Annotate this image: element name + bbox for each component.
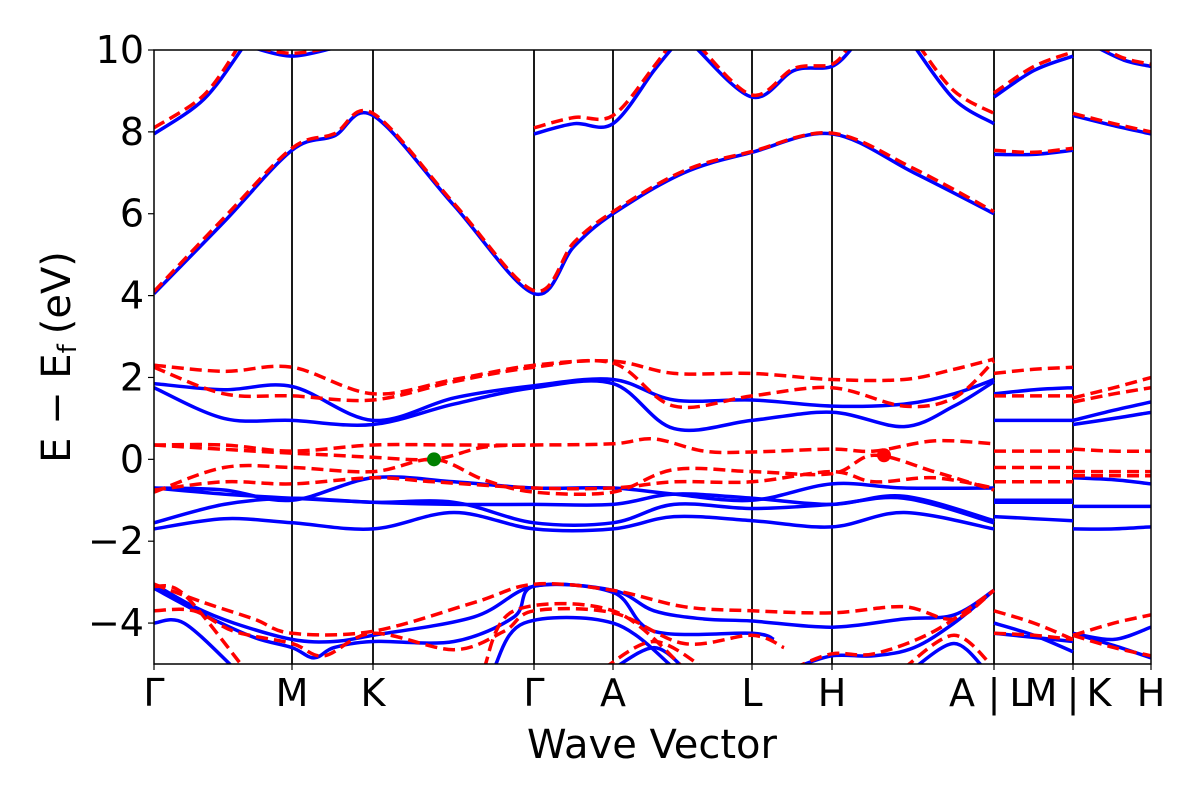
band-solid-d3 <box>154 618 233 664</box>
red-marker <box>877 448 891 463</box>
bands <box>154 50 1151 664</box>
band-dashed-band-8 <box>993 146 1074 155</box>
band-solid-d7 <box>916 641 983 664</box>
band-dashed-v8 <box>1072 447 1151 454</box>
y-tick-label: −2 <box>88 519 144 563</box>
x-tick-label: H <box>1137 671 1166 715</box>
band-dashed-d7 <box>906 633 993 664</box>
x-tick-label: M <box>1025 671 1058 715</box>
band-dashed-d1 <box>154 581 996 637</box>
x-tick-label: A <box>600 671 626 715</box>
x-axis-label: Wave Vector <box>527 722 778 768</box>
band-dashed-d3 <box>154 583 243 664</box>
band-solid-band-5 <box>695 50 853 100</box>
band-dashed-band-9 <box>1072 111 1151 134</box>
x-tick-label: Γ <box>143 671 164 715</box>
band-solid-band-4 <box>533 50 673 136</box>
y-axis: 10 8 6 4 2 0 −2 −4 <box>88 28 154 645</box>
band-dashed-d6 <box>607 639 701 664</box>
band-dashed-c2 <box>154 358 996 410</box>
band-solid-band-7 <box>993 54 1074 99</box>
band-dashed-v1 <box>154 436 995 455</box>
y-axis-label-unit: (eV) <box>34 251 80 334</box>
band-dashed-band-7 <box>993 50 1074 95</box>
band-dashed-band-2 <box>154 50 239 130</box>
x-tick-label: A <box>949 671 975 715</box>
band-dashed-c5 <box>1072 375 1151 400</box>
y-tick-label: −4 <box>88 601 144 645</box>
band-dashed-v3 <box>154 469 995 492</box>
band-solid-c5 <box>1072 400 1151 423</box>
band-dashed-d10 <box>1072 613 1151 637</box>
band-dashed-c3 <box>993 365 1074 376</box>
band-solid-band-9 <box>1072 113 1151 136</box>
band-solid-c1 <box>154 377 995 423</box>
band-solid-v3 <box>154 495 995 527</box>
y-tick-label: 2 <box>120 355 144 399</box>
band-solid-band-2 <box>154 50 244 136</box>
band-dashed-v2 <box>154 453 995 497</box>
band-dashed-band-4 <box>533 50 669 130</box>
y-axis-label: E − Ef (eV) <box>34 251 83 463</box>
band-solid-d4 <box>494 615 672 664</box>
band-dashed-d11 <box>1072 633 1151 658</box>
y-tick-label: 4 <box>120 274 144 318</box>
x-tick-label: Γ <box>523 671 544 715</box>
x-tick-label: M <box>276 671 309 715</box>
band-solid-v4 <box>154 510 995 533</box>
band-solid-d5 <box>799 588 996 664</box>
x-tick-label: K <box>361 671 387 715</box>
band-solid-v10 <box>1072 525 1151 531</box>
y-axis-label-sub: f <box>53 343 83 353</box>
band-solid-band-10 <box>1098 50 1151 69</box>
band-dashed-c1 <box>154 357 995 396</box>
band-solid-v7 <box>993 514 1074 523</box>
markers <box>427 448 891 467</box>
plot-frame <box>153 49 1152 665</box>
band-dashed-band-1 <box>154 108 995 294</box>
x-tick-label: L <box>1009 671 1030 715</box>
band-solid-band-6 <box>914 50 995 126</box>
x-tick-label: L <box>741 671 762 715</box>
band-dashed-d8 <box>993 609 1074 642</box>
x-tick-label: K <box>1087 671 1113 715</box>
band-solid-c3 <box>993 385 1074 396</box>
band-solid-band-1 <box>154 110 995 297</box>
band-solid-band-3 <box>254 50 334 58</box>
band-solid-band-8 <box>993 148 1074 157</box>
band-dashed-d4 <box>483 601 683 664</box>
band-solid-d6 <box>617 645 682 664</box>
band-dashed-c6 <box>1072 385 1151 404</box>
y-tick-label: 10 <box>96 28 144 72</box>
y-axis-label-main: E − E <box>34 353 80 463</box>
x-axis: Γ M K Γ A L H A | LM | K H <box>143 664 1165 716</box>
band-dashed-band-6 <box>919 50 995 115</box>
y-tick-label: 6 <box>120 192 144 236</box>
band-solid-d1 <box>154 582 995 644</box>
band-solid-c6 <box>1072 410 1151 427</box>
band-dashed-v4 <box>154 443 535 462</box>
x-tick-label: | <box>988 671 1001 716</box>
band-solid-v8 <box>1072 476 1151 486</box>
band-dashed-band-5 <box>700 50 849 97</box>
green-marker <box>427 452 441 467</box>
x-tick-label: H <box>818 671 847 715</box>
x-tick-label: | <box>1067 671 1080 716</box>
band-dashed-d5 <box>799 588 995 664</box>
svg-text:E − Ef(eV): E − Ef (eV) <box>34 251 83 463</box>
band-solid-c2 <box>154 379 995 433</box>
band-dashed-d9 <box>993 631 1074 642</box>
high-symmetry-lines <box>291 50 1074 664</box>
band-dashed-band-10 <box>1102 50 1151 67</box>
band-dashed-d2 <box>154 606 785 658</box>
y-tick-label: 0 <box>120 437 144 481</box>
y-tick-label: 8 <box>120 110 144 154</box>
